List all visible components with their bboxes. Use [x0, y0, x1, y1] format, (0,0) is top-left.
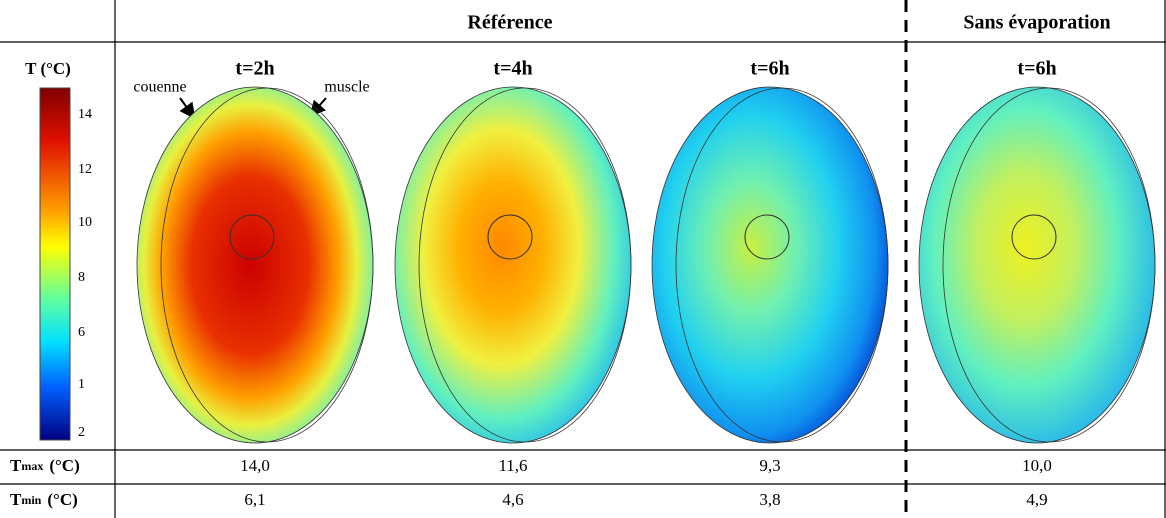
row-label-symbol: T: [10, 490, 22, 509]
table-cell: 10,0: [1022, 456, 1052, 475]
colorbar-tick-label: 6: [78, 325, 85, 340]
probe-circle: [229, 214, 275, 260]
row-label-subscript: max: [21, 459, 43, 473]
row-label: Tmax (°C): [10, 456, 80, 475]
table-cell: 4,9: [1026, 490, 1047, 509]
table-cell: 3,8: [759, 490, 780, 509]
header-sans-evaporation: Sans évaporation: [963, 12, 1110, 34]
row-label-subscript: min: [21, 493, 41, 507]
table-cell: 9,3: [759, 456, 780, 475]
colorbar-tick-label: 8: [78, 270, 85, 285]
muscle-boundary: [942, 87, 1156, 443]
colorbar-tick-label: 12: [78, 162, 92, 177]
colorbar-tick-label: 1: [78, 377, 85, 392]
thermal-map: [394, 86, 632, 444]
time-label: t=2h: [235, 58, 274, 80]
row-label-symbol: T: [10, 456, 22, 475]
annotation-muscle: muscle: [324, 79, 369, 96]
arrow: [179, 97, 196, 120]
colorbar: [39, 87, 71, 441]
colorbar-tick-label: 10: [78, 215, 92, 230]
muscle-boundary: [675, 87, 889, 443]
probe-circle: [1011, 214, 1057, 260]
probe-circle: [744, 214, 790, 260]
colorbar-title: T (°C): [25, 59, 71, 78]
row-label-unit: (°C): [47, 490, 77, 509]
thermal-map: [918, 86, 1156, 444]
table-cell: 6,1: [244, 490, 265, 509]
table-cell: 14,0: [240, 456, 270, 475]
time-label: t=4h: [493, 58, 532, 80]
annotation-skin: couenne: [133, 79, 186, 96]
probe-circle: [487, 214, 533, 260]
muscle-boundary: [160, 87, 374, 443]
time-label: t=6h: [1017, 58, 1056, 80]
thermal-map: [136, 86, 374, 444]
muscle-boundary: [418, 87, 632, 443]
header-reference: Référence: [467, 12, 552, 34]
row-label: Tmin (°C): [10, 490, 78, 509]
table-cell: 11,6: [498, 456, 527, 475]
row-label-unit: (°C): [49, 456, 79, 475]
colorbar-tick-label: 2: [78, 425, 85, 440]
thermal-map: [651, 86, 889, 444]
table-cell: 4,6: [502, 490, 523, 509]
colorbar-tick-label: 14: [78, 107, 92, 122]
time-label: t=6h: [750, 58, 789, 80]
